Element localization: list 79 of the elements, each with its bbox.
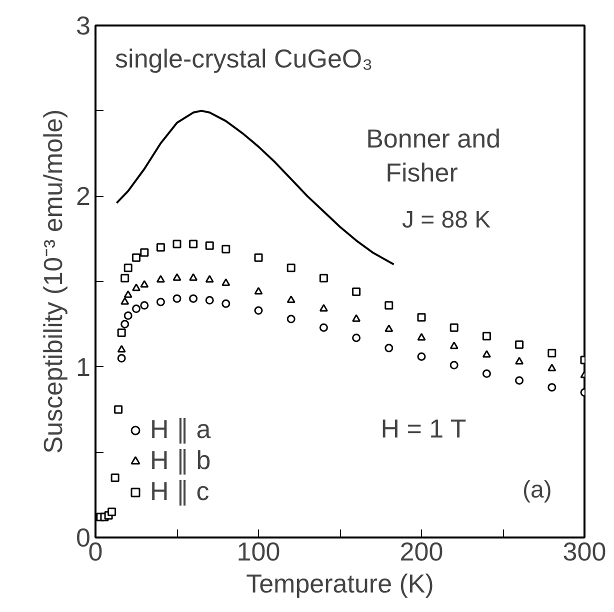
x-axis-title: Temperature (K) bbox=[246, 568, 434, 598]
point bbox=[222, 244, 230, 254]
x-tick-label: 200 bbox=[400, 536, 444, 566]
point bbox=[205, 275, 214, 283]
point bbox=[352, 334, 361, 342]
point bbox=[319, 274, 328, 282]
y-tick-label: 3 bbox=[76, 10, 91, 40]
point bbox=[482, 369, 491, 378]
point bbox=[222, 299, 230, 308]
point bbox=[124, 311, 132, 320]
point bbox=[417, 313, 426, 322]
point bbox=[132, 284, 140, 292]
point bbox=[450, 323, 458, 332]
y-axis-title: Susceptibility (10⁻³ emu/mole) bbox=[38, 109, 68, 454]
point bbox=[120, 297, 130, 305]
point bbox=[117, 354, 126, 363]
point bbox=[132, 304, 140, 314]
point bbox=[140, 248, 149, 257]
point bbox=[254, 306, 263, 315]
point bbox=[417, 333, 426, 341]
point bbox=[140, 280, 149, 288]
point bbox=[319, 323, 328, 332]
point bbox=[189, 294, 198, 303]
point bbox=[140, 301, 149, 310]
legend-label: H ∥ b bbox=[150, 445, 211, 476]
point bbox=[132, 253, 140, 262]
point bbox=[110, 474, 120, 482]
point bbox=[417, 352, 426, 361]
point bbox=[189, 273, 198, 281]
point bbox=[117, 328, 126, 337]
point bbox=[254, 286, 263, 295]
point bbox=[482, 332, 491, 340]
annotation: Bonner and Fisher bbox=[366, 124, 501, 188]
point bbox=[548, 364, 556, 372]
point bbox=[108, 508, 116, 516]
annotation: single-crystal CuGeO₃ bbox=[115, 43, 373, 74]
point bbox=[120, 274, 130, 282]
point bbox=[286, 314, 296, 324]
point bbox=[384, 344, 394, 352]
annotation: H = 1 T bbox=[380, 414, 466, 444]
point bbox=[114, 405, 123, 414]
point bbox=[548, 348, 556, 358]
point bbox=[482, 350, 491, 358]
point bbox=[156, 298, 165, 306]
legend-label: H ∥ c bbox=[150, 476, 210, 507]
point bbox=[172, 294, 182, 303]
point bbox=[120, 320, 130, 328]
y-tick-label: 2 bbox=[76, 181, 91, 212]
point bbox=[384, 324, 394, 332]
point bbox=[172, 273, 182, 281]
x-tick-label: 300 bbox=[562, 536, 606, 566]
point bbox=[156, 243, 165, 252]
point bbox=[515, 340, 524, 349]
point bbox=[156, 275, 165, 283]
point bbox=[189, 240, 198, 248]
point bbox=[124, 264, 132, 272]
point bbox=[286, 264, 296, 272]
point bbox=[124, 290, 132, 298]
point bbox=[515, 356, 524, 364]
point bbox=[254, 253, 263, 262]
point bbox=[450, 360, 458, 370]
point bbox=[384, 301, 394, 310]
point bbox=[450, 342, 458, 350]
annotation: (a) bbox=[522, 476, 552, 504]
point bbox=[548, 383, 556, 392]
legend-label: H ∥ a bbox=[150, 414, 211, 445]
point bbox=[172, 240, 182, 248]
point bbox=[222, 278, 230, 286]
point bbox=[286, 295, 296, 304]
point bbox=[352, 287, 361, 296]
point bbox=[319, 304, 328, 312]
point bbox=[117, 344, 126, 353]
point bbox=[515, 376, 524, 385]
point bbox=[205, 241, 214, 250]
point bbox=[352, 314, 361, 322]
annotation: J = 88 K bbox=[402, 206, 491, 234]
y-tick-label: 1 bbox=[76, 352, 91, 382]
x-tick-label: 100 bbox=[236, 536, 280, 566]
point bbox=[205, 296, 214, 305]
